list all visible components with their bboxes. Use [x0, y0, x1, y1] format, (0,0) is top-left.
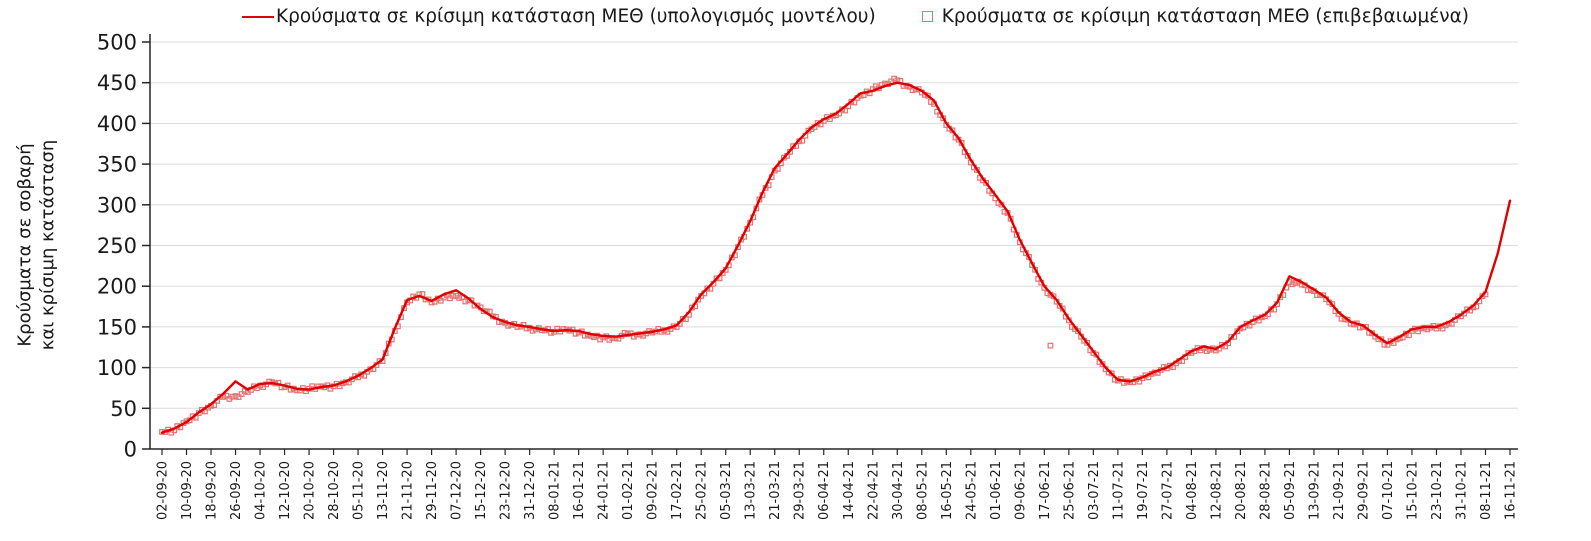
x-tick-label: 20-08-21 [1234, 461, 1249, 520]
x-tick-label: 28-10-20 [327, 461, 342, 520]
x-tick-label: 12-08-21 [1209, 461, 1224, 520]
x-tick-label: 07-10-21 [1381, 461, 1396, 520]
legend-item-model: Κρούσματα σε κρίσιμη κατάσταση ΜΕΘ (υπολ… [241, 6, 876, 27]
x-tick-label: 29-09-21 [1356, 461, 1371, 520]
x-tick-label: 23-12-20 [499, 461, 514, 520]
x-tick-label: 10-09-20 [180, 461, 195, 520]
model-line [160, 81, 1512, 434]
x-tick-label: 16-01-21 [572, 461, 587, 520]
x-tick-label: 01-06-21 [989, 461, 1004, 520]
x-tick-label: 15-10-21 [1405, 461, 1420, 520]
x-tick-label: 16-11-21 [1504, 461, 1519, 520]
x-tick-label: 21-09-21 [1332, 461, 1347, 520]
x-tick-label: 14-04-21 [842, 461, 857, 520]
x-tick-label: 15-12-20 [474, 461, 489, 520]
x-tick-label: 31-10-21 [1454, 461, 1469, 520]
x-tick-label: 21-11-20 [401, 461, 416, 520]
x-tick-label: 11-07-21 [1111, 461, 1126, 520]
x-tick-label: 24-05-21 [964, 461, 979, 520]
y-tick-label: 350 [97, 153, 137, 177]
x-tick-label: 05-11-20 [352, 461, 367, 520]
x-tick-label: 27-07-21 [1160, 461, 1175, 520]
x-tick-label: 12-10-20 [278, 461, 293, 520]
x-tick-label: 29-03-21 [793, 461, 808, 520]
legend-square-swatch [921, 11, 933, 22]
y-tick-label: 250 [97, 234, 137, 258]
y-tick-label: 400 [97, 112, 137, 136]
x-tick-label: 28-08-21 [1258, 461, 1273, 520]
x-tick-label: 08-01-21 [548, 461, 563, 520]
legend-label-model: Κρούσματα σε κρίσιμη κατάσταση ΜΕΘ (υπολ… [275, 6, 876, 27]
x-tick-label: 04-10-20 [254, 461, 269, 520]
x-tick-label: 02-09-20 [156, 461, 171, 520]
x-axis-ticks: 02-09-20 10-09-20 18-09-20 26-09-20 04-10-20… [156, 449, 1519, 520]
legend-item-confirmed: Κρούσματα σε κρίσιμη κατάσταση ΜΕΘ (επιβ… [921, 6, 1470, 27]
x-tick-label: 18-09-20 [205, 461, 220, 520]
y-tick-label: 100 [97, 356, 137, 380]
x-tick-label: 07-12-20 [450, 461, 465, 520]
y-tick-label: 200 [97, 275, 137, 299]
x-tick-label: 23-10-21 [1430, 461, 1445, 520]
x-tick-label: 19-07-21 [1136, 461, 1151, 520]
y-tick-label: 450 [97, 71, 137, 95]
x-tick-label: 08-11-21 [1479, 461, 1494, 520]
y-tick-label: 300 [97, 193, 137, 217]
x-tick-label: 13-03-21 [744, 461, 759, 520]
x-tick-label: 13-11-20 [376, 461, 391, 520]
gridlines [150, 41, 1518, 409]
axes [149, 34, 1518, 450]
x-tick-label: 29-11-20 [425, 461, 440, 520]
x-tick-label: 25-06-21 [1062, 461, 1077, 520]
y-tick-label: 500 [97, 31, 137, 55]
x-tick-label: 08-05-21 [915, 461, 930, 520]
x-tick-label: 30-04-21 [891, 461, 906, 520]
x-tick-label: 13-09-21 [1307, 461, 1322, 520]
x-tick-label: 22-04-21 [866, 461, 881, 520]
x-tick-label: 09-06-21 [1013, 461, 1028, 520]
chart-legend: Κρούσματα σε κρίσιμη κατάσταση ΜΕΘ (υπολ… [150, 6, 1561, 27]
x-tick-label: 20-10-20 [303, 461, 318, 520]
x-tick-label: 17-02-21 [670, 461, 685, 520]
x-tick-label: 05-03-21 [719, 461, 734, 520]
y-axis-ticks: 0 50 100 150 200 250 300 350 400 450 500 [97, 31, 150, 462]
x-tick-label: 04-08-21 [1185, 461, 1200, 520]
x-tick-label: 01-02-21 [621, 461, 636, 520]
y-tick-label: 150 [97, 315, 137, 339]
x-tick-label: 16-05-21 [940, 461, 955, 520]
x-tick-label: 17-06-21 [1038, 461, 1053, 520]
y-tick-label: 50 [110, 397, 137, 421]
x-tick-label: 25-02-21 [695, 461, 710, 520]
x-tick-label: 26-09-20 [229, 461, 244, 520]
y-tick-label: 0 [124, 438, 137, 462]
legend-line-swatch [241, 15, 274, 18]
x-tick-label: 05-09-21 [1283, 461, 1298, 520]
x-tick-label: 24-01-21 [597, 461, 612, 520]
x-tick-label: 03-07-21 [1087, 461, 1102, 520]
x-tick-label: 09-02-21 [646, 461, 661, 520]
x-tick-label: 31-12-20 [523, 461, 538, 520]
confirmed-scatter [159, 75, 1489, 436]
x-tick-label: 06-04-21 [817, 461, 832, 520]
x-tick-label: 21-03-21 [768, 461, 783, 520]
legend-label-confirmed: Κρούσματα σε κρίσιμη κατάσταση ΜΕΘ (επιβ… [941, 6, 1470, 27]
